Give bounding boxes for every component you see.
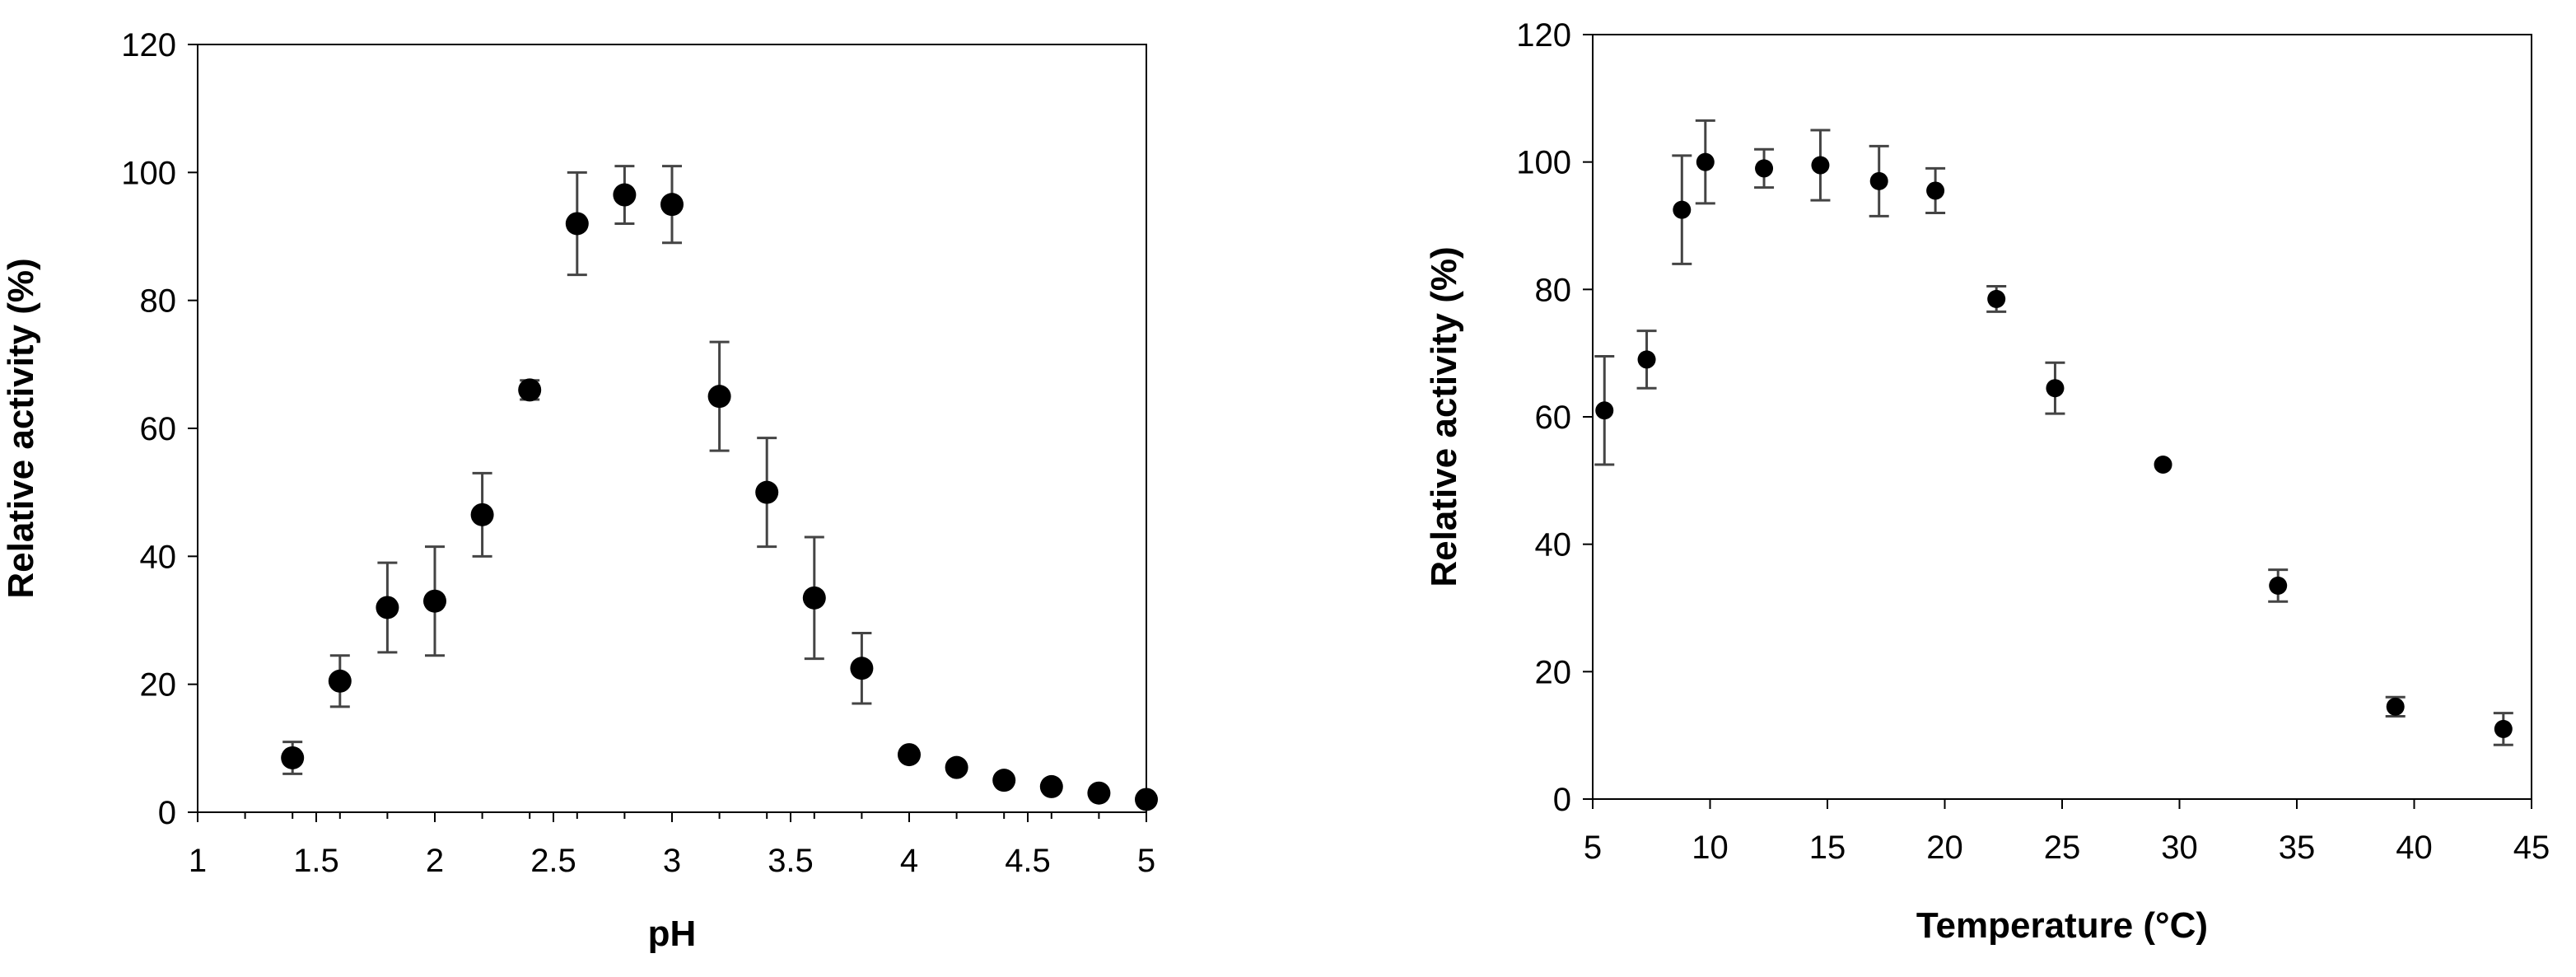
ph-y-tick-label: 120 (121, 27, 176, 63)
temp-data-point (2386, 697, 2405, 716)
ph-y-axis-title: Relative activity (%) (1, 258, 41, 598)
temp-y-tick-label: 40 (1535, 527, 1572, 563)
temp-data-point (2154, 456, 2172, 474)
temp-y-tick-label: 100 (1516, 145, 1571, 181)
temp-x-tick-label: 45 (2513, 830, 2550, 866)
temperature-activity-chart: 0 20 40 60 80 100 120 5 10 15 20 25 30 35 40 45 Temperat… (1424, 17, 2550, 946)
temp-data-point (1637, 350, 1656, 369)
ph-x-tick-label: 1.5 (293, 843, 339, 879)
ph-y-tick-label: 80 (140, 283, 177, 320)
ph-data-point (945, 755, 968, 779)
temp-data-point (1811, 156, 1830, 175)
temp-y-tick-label: 80 (1535, 272, 1572, 308)
ph-data-point (755, 480, 779, 504)
temp-y-axis-title: Relative activity (%) (1424, 246, 1464, 587)
ph-data-point (1039, 774, 1063, 798)
temp-plot-frame (1592, 34, 2532, 800)
ph-data-point (707, 385, 731, 409)
ph-y-tick-label: 60 (140, 411, 177, 447)
ph-activity-chart: 0 20 40 60 80 100 120 1 1.5 2 2.5 3 3.5 4 4.5 5 pH Relati… (1, 27, 1158, 954)
ph-data-point (1087, 781, 1111, 805)
ph-data-point (423, 589, 446, 613)
ph-data-point (992, 769, 1016, 792)
temp-data-point (1987, 289, 2006, 308)
temp-y-tick-label: 0 (1553, 782, 1571, 818)
temp-data-point (1755, 159, 1774, 178)
ph-x-tick-label: 4.5 (1005, 843, 1051, 879)
ph-y-tick-label: 40 (140, 539, 177, 575)
temp-y-tick-label: 120 (1516, 17, 1571, 54)
temp-x-axis-title: Temperature (°C) (1916, 905, 2208, 946)
temp-data-point (1696, 152, 1715, 171)
temp-x-tick-label: 30 (2161, 830, 2198, 866)
ph-x-axis-title: pH (648, 914, 697, 954)
ph-y-tick-label: 20 (140, 667, 177, 704)
temp-x-tick-label: 25 (2044, 830, 2081, 866)
ph-data-point (613, 183, 637, 207)
ph-data-point (660, 193, 684, 217)
ph-data-point (1135, 788, 1158, 811)
temp-data-point (2494, 719, 2513, 738)
ph-data-point (470, 503, 494, 526)
temp-y-tick-label: 60 (1535, 400, 1572, 436)
ph-x-tick-label: 5 (1137, 843, 1155, 879)
temp-data-point (1869, 171, 1888, 190)
ph-data-point (376, 596, 399, 619)
ph-y-tick-label: 100 (121, 155, 176, 191)
temp-data-point (1595, 401, 1614, 420)
ph-x-tick-label: 3.5 (768, 843, 814, 879)
ph-x-tick-label: 4 (900, 843, 918, 879)
temp-x-tick-label: 20 (1926, 830, 1963, 866)
ph-x-tick-label: 1 (189, 843, 207, 879)
temp-x-tick-label: 5 (1584, 830, 1602, 866)
temp-x-tick-label: 10 (1692, 830, 1729, 866)
ph-data-point (328, 669, 352, 693)
temp-x-tick-label: 40 (2396, 830, 2433, 866)
ph-data-point (898, 743, 921, 767)
ph-data-point (850, 657, 874, 680)
ph-x-tick-label: 2 (426, 843, 444, 879)
temp-x-tick-label: 35 (2279, 830, 2316, 866)
ph-data-point (281, 746, 305, 769)
temp-data-point (2046, 379, 2065, 398)
ph-x-tick-label: 3 (663, 843, 681, 879)
temp-data-point (1926, 181, 1945, 200)
temp-data-point (1673, 200, 1692, 219)
ph-data-point (802, 586, 826, 610)
temp-data-point (2269, 576, 2288, 595)
ph-data-point (565, 212, 589, 236)
ph-data-point (518, 378, 542, 402)
ph-x-tick-label: 2.5 (530, 843, 576, 879)
temp-y-tick-label: 20 (1535, 654, 1572, 690)
ph-y-tick-label: 0 (158, 795, 176, 831)
temp-x-tick-label: 15 (1809, 830, 1846, 866)
